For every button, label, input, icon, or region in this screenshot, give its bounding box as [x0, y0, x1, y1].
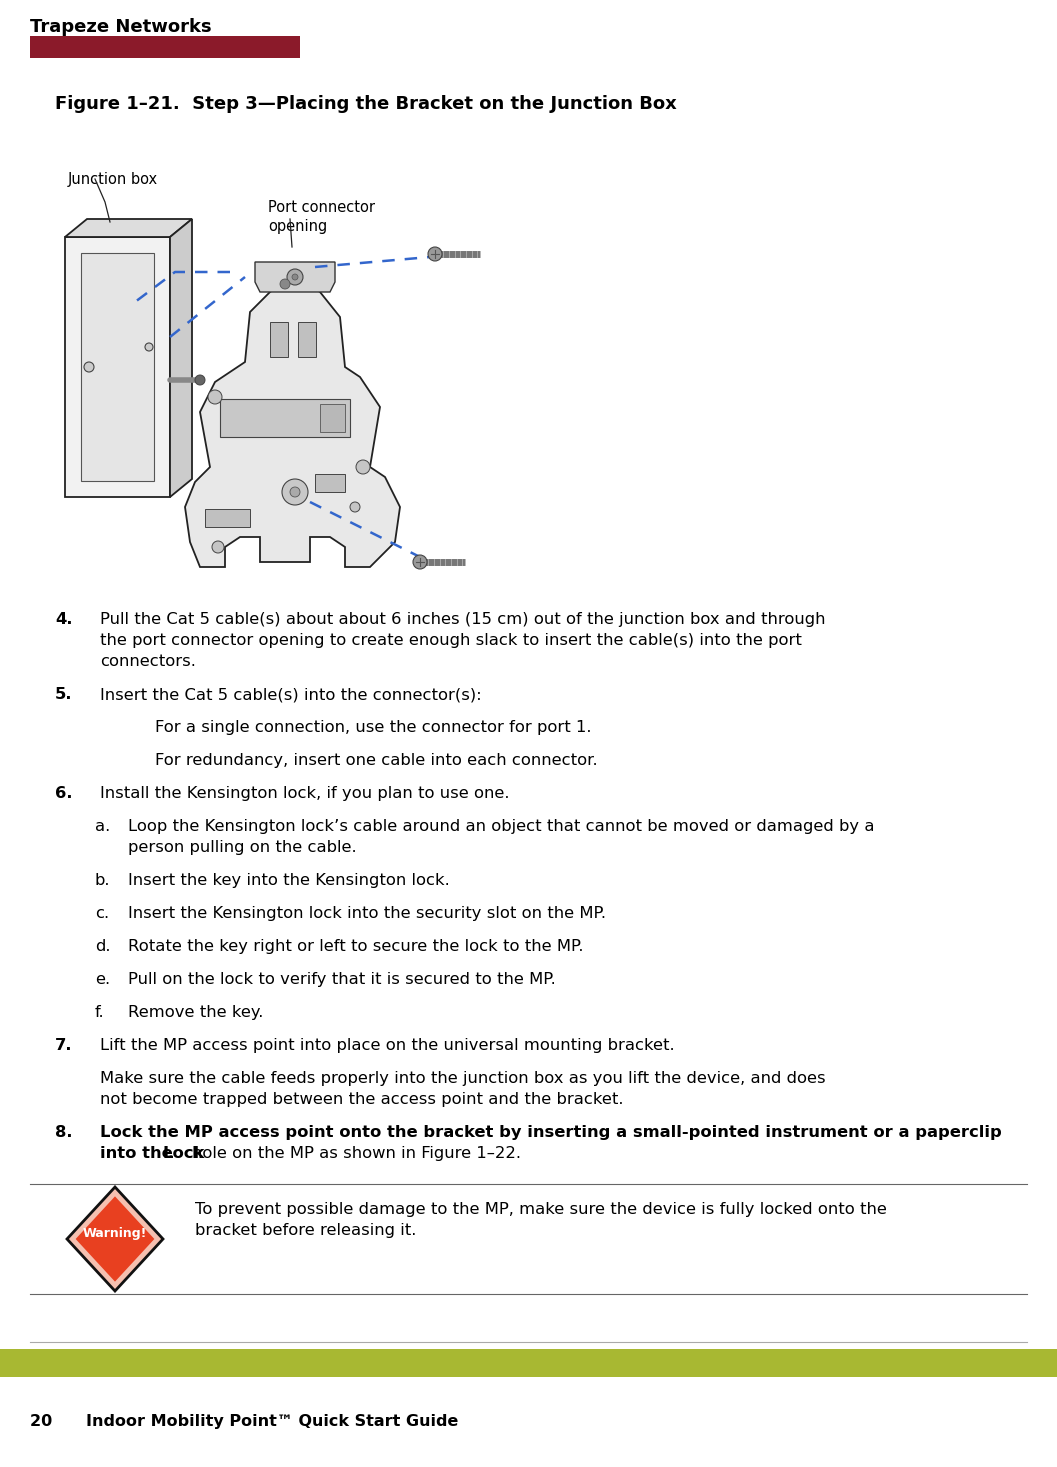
Bar — [30, 37, 300, 59]
Polygon shape — [67, 1187, 163, 1291]
Text: For redundancy, insert one cable into each connector.: For redundancy, insert one cable into ea… — [155, 753, 597, 769]
Text: Remove the key.: Remove the key. — [128, 1005, 263, 1020]
Text: bracket before releasing it.: bracket before releasing it. — [194, 1223, 416, 1238]
Bar — [298, 321, 316, 356]
Text: f.: f. — [95, 1005, 105, 1020]
Text: Lock: Lock — [163, 1146, 205, 1160]
Circle shape — [280, 279, 290, 289]
Text: 6.: 6. — [55, 786, 73, 801]
Text: Figure 1–21.  Step 3—Placing the Bracket on the Junction Box: Figure 1–21. Step 3—Placing the Bracket … — [55, 95, 676, 113]
Text: 8.: 8. — [55, 1125, 73, 1140]
Text: e.: e. — [95, 973, 110, 987]
Text: To prevent possible damage to the MP, make sure the device is fully locked onto : To prevent possible damage to the MP, ma… — [194, 1201, 887, 1218]
Circle shape — [194, 376, 205, 384]
Text: into the: into the — [100, 1146, 179, 1160]
Circle shape — [292, 274, 298, 280]
Polygon shape — [255, 263, 335, 292]
Text: a.: a. — [95, 819, 110, 835]
Text: Insert the Cat 5 cable(s) into the connector(s):: Insert the Cat 5 cable(s) into the conne… — [100, 687, 482, 703]
Circle shape — [212, 541, 224, 553]
Circle shape — [413, 555, 427, 569]
Bar — [270, 321, 288, 356]
Circle shape — [350, 502, 360, 512]
Text: Loop the Kensington lock’s cable around an object that cannot be moved or damage: Loop the Kensington lock’s cable around … — [128, 819, 874, 835]
Text: 20      Indoor Mobility Point™ Quick Start Guide: 20 Indoor Mobility Point™ Quick Start Gu… — [30, 1414, 459, 1429]
Polygon shape — [170, 219, 192, 497]
Text: 5.: 5. — [55, 687, 73, 703]
Polygon shape — [64, 238, 170, 497]
Circle shape — [290, 487, 300, 497]
Text: b.: b. — [95, 873, 111, 888]
Circle shape — [208, 390, 222, 403]
Polygon shape — [81, 252, 154, 481]
Text: Pull on the lock to verify that it is secured to the MP.: Pull on the lock to verify that it is se… — [128, 973, 556, 987]
Text: c.: c. — [95, 907, 109, 921]
Circle shape — [288, 268, 303, 285]
Circle shape — [282, 480, 308, 505]
Text: person pulling on the cable.: person pulling on the cable. — [128, 841, 356, 855]
Bar — [205, 509, 251, 527]
Text: 7.: 7. — [55, 1039, 73, 1053]
Circle shape — [145, 343, 153, 351]
Bar — [220, 399, 350, 437]
Text: Warning!: Warning! — [82, 1228, 147, 1241]
Text: hole on the MP as shown in Figure 1–22.: hole on the MP as shown in Figure 1–22. — [191, 1146, 521, 1160]
Text: Port connector
opening: Port connector opening — [268, 200, 375, 233]
Text: the port connector opening to create enough slack to insert the cable(s) into th: the port connector opening to create eno… — [100, 632, 802, 648]
Circle shape — [356, 461, 370, 474]
Text: Lock the MP access point onto the bracket by inserting a small-pointed instrumen: Lock the MP access point onto the bracke… — [100, 1125, 1002, 1140]
Circle shape — [84, 362, 94, 373]
Text: Lift the MP access point into place on the universal mounting bracket.: Lift the MP access point into place on t… — [100, 1039, 674, 1053]
Text: Pull the Cat 5 cable(s) about about 6 inches (15 cm) out of the junction box and: Pull the Cat 5 cable(s) about about 6 in… — [100, 612, 826, 626]
Polygon shape — [64, 219, 192, 238]
Text: For a single connection, use the connector for port 1.: For a single connection, use the connect… — [155, 720, 592, 735]
Text: Insert the Kensington lock into the security slot on the MP.: Insert the Kensington lock into the secu… — [128, 907, 606, 921]
Text: d.: d. — [95, 939, 111, 954]
Bar — [315, 474, 345, 491]
Circle shape — [428, 246, 442, 261]
Text: Install the Kensington lock, if you plan to use one.: Install the Kensington lock, if you plan… — [100, 786, 509, 801]
Text: Rotate the key right or left to secure the lock to the MP.: Rotate the key right or left to secure t… — [128, 939, 583, 954]
Text: Junction box: Junction box — [68, 172, 159, 186]
Text: Trapeze Networks: Trapeze Networks — [30, 18, 211, 37]
Text: 4.: 4. — [55, 612, 73, 626]
Text: connectors.: connectors. — [100, 654, 196, 669]
Text: Make sure the cable feeds properly into the junction box as you lift the device,: Make sure the cable feeds properly into … — [100, 1071, 826, 1086]
Bar — [320, 403, 345, 431]
Polygon shape — [185, 267, 400, 568]
Text: not become trapped between the access point and the bracket.: not become trapped between the access po… — [100, 1091, 624, 1108]
Polygon shape — [76, 1197, 154, 1282]
Text: Insert the key into the Kensington lock.: Insert the key into the Kensington lock. — [128, 873, 449, 888]
Bar — [0, 1350, 1057, 1378]
